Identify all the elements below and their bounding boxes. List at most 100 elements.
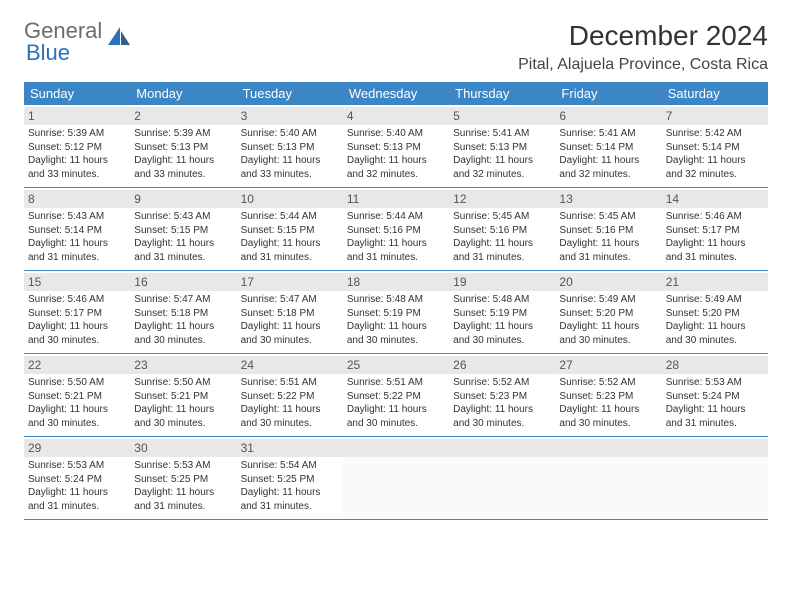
day-number: [662, 439, 768, 457]
day-detail: Sunrise: 5:50 AMSunset: 5:21 PMDaylight:…: [28, 376, 126, 430]
sunrise-text: Sunrise: 5:41 AM: [453, 127, 551, 141]
daylight-text: Daylight: 11 hours and 30 minutes.: [559, 403, 657, 430]
sail-icon: [106, 25, 132, 51]
week-row: 8Sunrise: 5:43 AMSunset: 5:14 PMDaylight…: [24, 188, 768, 271]
day-detail: Sunrise: 5:44 AMSunset: 5:15 PMDaylight:…: [241, 210, 339, 264]
sunset-text: Sunset: 5:24 PM: [28, 473, 126, 487]
sunrise-text: Sunrise: 5:50 AM: [28, 376, 126, 390]
day-number: 23: [130, 356, 236, 374]
daylight-text: Daylight: 11 hours and 31 minutes.: [28, 486, 126, 513]
day-number: 15: [24, 273, 130, 291]
day-cell: 31Sunrise: 5:54 AMSunset: 5:25 PMDayligh…: [237, 437, 343, 519]
day-detail: Sunrise: 5:53 AMSunset: 5:25 PMDaylight:…: [134, 459, 232, 513]
day-number: 2: [130, 107, 236, 125]
day-detail: Sunrise: 5:52 AMSunset: 5:23 PMDaylight:…: [453, 376, 551, 430]
title-block: December 2024 Pital, Alajuela Province, …: [518, 20, 768, 74]
daylight-text: Daylight: 11 hours and 30 minutes.: [28, 403, 126, 430]
sunset-text: Sunset: 5:18 PM: [241, 307, 339, 321]
empty-cell: [449, 437, 555, 519]
day-number: 18: [343, 273, 449, 291]
sunset-text: Sunset: 5:14 PM: [28, 224, 126, 238]
sunrise-text: Sunrise: 5:43 AM: [28, 210, 126, 224]
sunset-text: Sunset: 5:20 PM: [559, 307, 657, 321]
day-number: 1: [24, 107, 130, 125]
logo-text-blue: Blue: [26, 40, 70, 65]
day-detail: Sunrise: 5:47 AMSunset: 5:18 PMDaylight:…: [134, 293, 232, 347]
day-cell: 18Sunrise: 5:48 AMSunset: 5:19 PMDayligh…: [343, 271, 449, 353]
day-cell: 21 Sunrise: 5:49 AMSunset: 5:20 PMDayligh…: [662, 271, 768, 353]
day-detail: Sunrise: 5:43 AMSunset: 5:14 PMDaylight:…: [28, 210, 126, 264]
day-cell: 22Sunrise: 5:50 AMSunset: 5:21 PMDayligh…: [24, 354, 130, 436]
day-number: 9: [130, 190, 236, 208]
sunset-text: Sunset: 5:15 PM: [134, 224, 232, 238]
day-number: 19: [449, 273, 555, 291]
day-detail: Sunrise: 5:46 AMSunset: 5:17 PMDaylight:…: [28, 293, 126, 347]
sunset-text: Sunset: 5:18 PM: [134, 307, 232, 321]
daylight-text: Daylight: 11 hours and 31 minutes.: [134, 486, 232, 513]
sunset-text: Sunset: 5:13 PM: [453, 141, 551, 155]
sunset-text: Sunset: 5:25 PM: [134, 473, 232, 487]
sunset-text: Sunset: 5:13 PM: [134, 141, 232, 155]
day-cell: 28Sunrise: 5:53 AMSunset: 5:24 PMDayligh…: [662, 354, 768, 436]
day-number: 25: [343, 356, 449, 374]
day-detail: Sunrise: 5:45 AMSunset: 5:16 PMDaylight:…: [559, 210, 657, 264]
sunset-text: Sunset: 5:25 PM: [241, 473, 339, 487]
day-number: 5: [449, 107, 555, 125]
week-row: 29Sunrise: 5:53 AMSunset: 5:24 PMDayligh…: [24, 437, 768, 520]
daylight-text: Daylight: 11 hours and 30 minutes.: [241, 403, 339, 430]
daylight-text: Daylight: 11 hours and 32 minutes.: [559, 154, 657, 181]
day-number: 11: [343, 190, 449, 208]
day-detail: Sunrise: 5:43 AMSunset: 5:15 PMDaylight:…: [134, 210, 232, 264]
daylight-text: Daylight: 11 hours and 33 minutes.: [28, 154, 126, 181]
empty-cell: [343, 437, 449, 519]
day-cell: 26Sunrise: 5:52 AMSunset: 5:23 PMDayligh…: [449, 354, 555, 436]
sunset-text: Sunset: 5:22 PM: [347, 390, 445, 404]
day-cell: 9 Sunrise: 5:43 AMSunset: 5:15 PMDaylight…: [130, 188, 236, 270]
day-cell: 17Sunrise: 5:47 AMSunset: 5:18 PMDayligh…: [237, 271, 343, 353]
sunset-text: Sunset: 5:15 PM: [241, 224, 339, 238]
day-detail: Sunrise: 5:40 AMSunset: 5:13 PMDaylight:…: [347, 127, 445, 181]
day-cell: 13 Sunrise: 5:45 AMSunset: 5:16 PMDayligh…: [555, 188, 661, 270]
day-cell: 3Sunrise: 5:40 AMSunset: 5:13 PMDaylight…: [237, 105, 343, 187]
day-number: 10: [237, 190, 343, 208]
day-cell: 10 Sunrise: 5:44 AMSunset: 5:15 PMDayligh…: [237, 188, 343, 270]
day-number: [555, 439, 661, 457]
day-detail: Sunrise: 5:53 AMSunset: 5:24 PMDaylight:…: [28, 459, 126, 513]
sunset-text: Sunset: 5:16 PM: [453, 224, 551, 238]
day-detail: Sunrise: 5:44 AMSunset: 5:16 PMDaylight:…: [347, 210, 445, 264]
daylight-text: Daylight: 11 hours and 31 minutes.: [241, 486, 339, 513]
sunset-text: Sunset: 5:19 PM: [347, 307, 445, 321]
sunrise-text: Sunrise: 5:40 AM: [241, 127, 339, 141]
sunrise-text: Sunrise: 5:53 AM: [666, 376, 764, 390]
daylight-text: Daylight: 11 hours and 31 minutes.: [666, 403, 764, 430]
empty-cell: [662, 437, 768, 519]
day-header: Wednesday: [343, 82, 449, 105]
sunrise-text: Sunrise: 5:39 AM: [134, 127, 232, 141]
calendar: SundayMondayTuesdayWednesdayThursdayFrid…: [24, 82, 768, 520]
day-cell: 24Sunrise: 5:51 AMSunset: 5:22 PMDayligh…: [237, 354, 343, 436]
day-detail: Sunrise: 5:48 AMSunset: 5:19 PMDaylight:…: [453, 293, 551, 347]
day-cell: 5 Sunrise: 5:41 AMSunset: 5:13 PMDaylight…: [449, 105, 555, 187]
day-number: 17: [237, 273, 343, 291]
sunset-text: Sunset: 5:19 PM: [453, 307, 551, 321]
day-detail: Sunrise: 5:51 AMSunset: 5:22 PMDaylight:…: [241, 376, 339, 430]
daylight-text: Daylight: 11 hours and 31 minutes.: [453, 237, 551, 264]
day-cell: 25Sunrise: 5:51 AMSunset: 5:22 PMDayligh…: [343, 354, 449, 436]
day-header: Monday: [130, 82, 236, 105]
sunrise-text: Sunrise: 5:42 AM: [666, 127, 764, 141]
day-number: 7: [662, 107, 768, 125]
sunrise-text: Sunrise: 5:51 AM: [241, 376, 339, 390]
sunset-text: Sunset: 5:21 PM: [134, 390, 232, 404]
day-detail: Sunrise: 5:49 AMSunset: 5:20 PMDaylight:…: [666, 293, 764, 347]
daylight-text: Daylight: 11 hours and 30 minutes.: [28, 320, 126, 347]
day-header-row: SundayMondayTuesdayWednesdayThursdayFrid…: [24, 82, 768, 105]
day-detail: Sunrise: 5:41 AMSunset: 5:13 PMDaylight:…: [453, 127, 551, 181]
day-number: 21: [662, 273, 768, 291]
sunset-text: Sunset: 5:24 PM: [666, 390, 764, 404]
day-number: 13: [555, 190, 661, 208]
day-cell: 30Sunrise: 5:53 AMSunset: 5:25 PMDayligh…: [130, 437, 236, 519]
day-detail: Sunrise: 5:53 AMSunset: 5:24 PMDaylight:…: [666, 376, 764, 430]
daylight-text: Daylight: 11 hours and 31 minutes.: [559, 237, 657, 264]
sunrise-text: Sunrise: 5:46 AM: [28, 293, 126, 307]
daylight-text: Daylight: 11 hours and 31 minutes.: [347, 237, 445, 264]
